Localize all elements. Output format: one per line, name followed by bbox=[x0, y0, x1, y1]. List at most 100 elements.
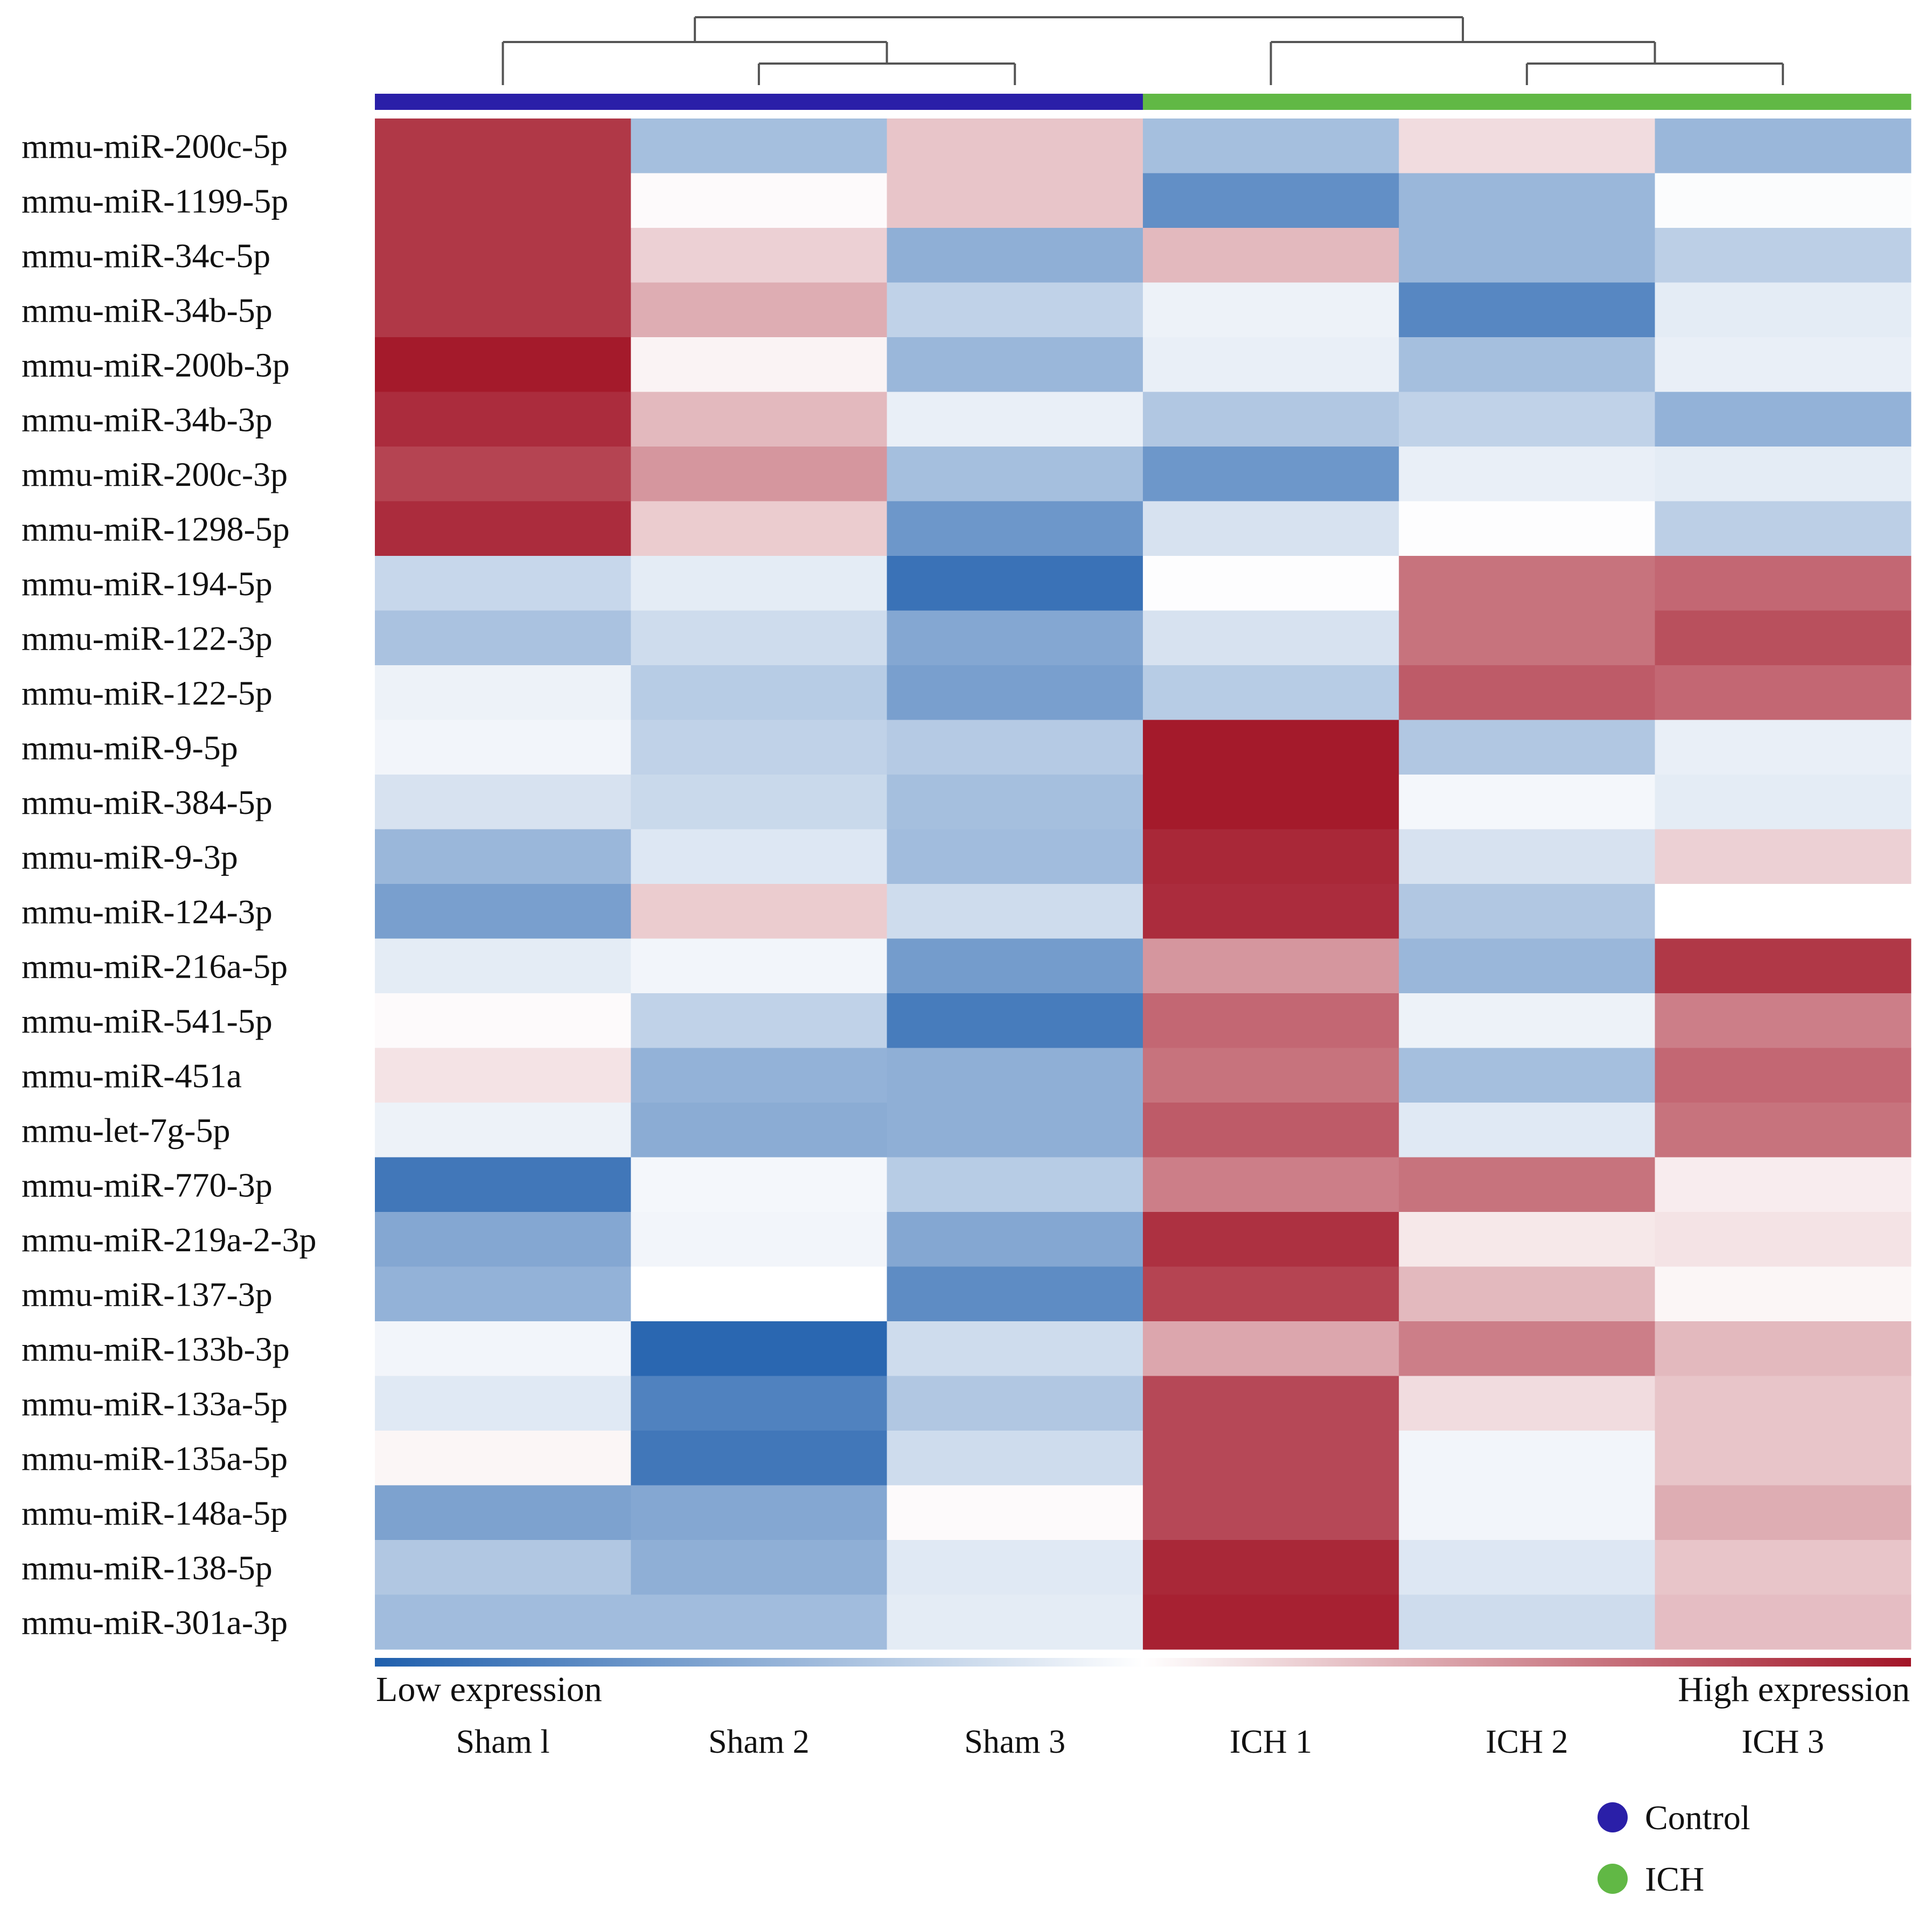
column-label: ICH 3 bbox=[1742, 1724, 1824, 1760]
heatmap-cell bbox=[631, 173, 888, 228]
heatmap-cell bbox=[631, 1431, 888, 1486]
column-label: ICH 1 bbox=[1230, 1724, 1312, 1760]
heatmap-cell bbox=[887, 447, 1143, 502]
heatmap-cells bbox=[375, 118, 1912, 1650]
heatmap-cell bbox=[1142, 610, 1399, 666]
legend-label: Control bbox=[1645, 1799, 1750, 1837]
row-label: mmu-miR-200c-5p bbox=[22, 127, 288, 165]
heatmap-cell bbox=[887, 1485, 1143, 1540]
row-label: mmu-miR-34c-5p bbox=[22, 236, 270, 275]
heatmap-cell bbox=[1399, 1157, 1656, 1212]
heatmap-cell bbox=[1655, 447, 1912, 502]
heatmap-cell bbox=[375, 775, 631, 830]
heatmap-cell bbox=[1655, 665, 1912, 721]
heatmap-cell bbox=[1399, 1103, 1656, 1158]
heatmap-cell bbox=[1142, 665, 1399, 721]
row-label: mmu-miR-1199-5p bbox=[22, 182, 288, 220]
group-bar-segment bbox=[1655, 94, 1912, 110]
heatmap-cell bbox=[375, 1266, 631, 1322]
heatmap-cell bbox=[1655, 1540, 1912, 1595]
heatmap-cell bbox=[631, 447, 888, 502]
heatmap-cell bbox=[1655, 1212, 1912, 1267]
heatmap-cell bbox=[1142, 829, 1399, 884]
heatmap-cell bbox=[1142, 993, 1399, 1049]
row-label: mmu-let-7g-5p bbox=[22, 1111, 230, 1149]
heatmap-cell bbox=[375, 337, 631, 393]
heatmap-cell bbox=[1655, 1485, 1912, 1540]
row-label: mmu-miR-34b-3p bbox=[22, 400, 273, 438]
heatmap-cell bbox=[1399, 556, 1656, 611]
heatmap-cell bbox=[887, 665, 1143, 721]
heatmap-cell bbox=[1655, 337, 1912, 393]
heatmap-cell bbox=[631, 1212, 888, 1267]
heatmap-cell bbox=[1399, 173, 1656, 228]
heatmap-cell bbox=[375, 282, 631, 338]
heatmap-cell bbox=[375, 610, 631, 666]
heatmap-cell bbox=[1399, 1048, 1656, 1103]
row-label: mmu-miR-133a-5p bbox=[22, 1384, 288, 1423]
heatmap-cell bbox=[631, 1485, 888, 1540]
column-label: Sham 3 bbox=[964, 1724, 1065, 1760]
heatmap-cell bbox=[631, 938, 888, 994]
column-label: ICH 2 bbox=[1485, 1724, 1568, 1760]
heatmap-cell bbox=[887, 775, 1143, 830]
heatmap-cell bbox=[375, 392, 631, 447]
heatmap-cell bbox=[1399, 282, 1656, 338]
heatmap-cell bbox=[375, 118, 631, 174]
heatmap-cell bbox=[1655, 1157, 1912, 1212]
heatmap-cell bbox=[1655, 173, 1912, 228]
heatmap-cell bbox=[1399, 938, 1656, 994]
heatmap-cell bbox=[887, 228, 1143, 283]
heatmap-cell bbox=[887, 173, 1143, 228]
row-label: mmu-miR-194-5p bbox=[22, 564, 273, 603]
heatmap-cell bbox=[1142, 118, 1399, 174]
heatmap-cell bbox=[887, 610, 1143, 666]
heatmap-cell bbox=[1399, 884, 1656, 939]
heatmap-cell bbox=[1655, 938, 1912, 994]
heatmap-cell bbox=[375, 1157, 631, 1212]
heatmap-cell bbox=[631, 1594, 888, 1650]
high-expression-label: High expression bbox=[1678, 1670, 1910, 1709]
heatmap-cell bbox=[375, 720, 631, 775]
heatmap-cell bbox=[1142, 1103, 1399, 1158]
heatmap-cell bbox=[1399, 993, 1656, 1049]
heatmap-cell bbox=[375, 938, 631, 994]
heatmap-cell bbox=[887, 337, 1143, 393]
row-label: mmu-miR-124-3p bbox=[22, 893, 273, 931]
heatmap-cell bbox=[1399, 829, 1656, 884]
heatmap-cell bbox=[631, 556, 888, 611]
heatmap-cell bbox=[375, 1540, 631, 1595]
heatmap-cell bbox=[1142, 1048, 1399, 1103]
heatmap-cell bbox=[887, 1540, 1143, 1595]
heatmap-cell bbox=[1655, 1376, 1912, 1431]
heatmap-cell bbox=[887, 556, 1143, 611]
color-scale-bar: Low expression High expression bbox=[375, 1658, 1911, 1709]
row-label: mmu-miR-216a-5p bbox=[22, 947, 288, 985]
heatmap-cell bbox=[1655, 610, 1912, 666]
heatmap-cell bbox=[631, 1103, 888, 1158]
heatmap-cell bbox=[1399, 1594, 1656, 1650]
heatmap-cell bbox=[1142, 1376, 1399, 1431]
heatmap-cell bbox=[1142, 1266, 1399, 1322]
heatmap-cell bbox=[1399, 1376, 1656, 1431]
heatmap-cell bbox=[1399, 447, 1656, 502]
heatmap-cell bbox=[1142, 1321, 1399, 1377]
heatmap-cell bbox=[1655, 1266, 1912, 1322]
row-label: mmu-miR-770-3p bbox=[22, 1166, 273, 1204]
heatmap-cell bbox=[1655, 1048, 1912, 1103]
row-label: mmu-miR-200b-3p bbox=[22, 346, 290, 384]
heatmap-cell bbox=[631, 993, 888, 1049]
legend-marker bbox=[1598, 1802, 1628, 1832]
row-label: mmu-miR-541-5p bbox=[22, 1002, 273, 1040]
heatmap-cell bbox=[1142, 392, 1399, 447]
row-label: mmu-miR-133b-3p bbox=[22, 1330, 290, 1368]
heatmap-cell bbox=[1399, 775, 1656, 830]
heatmap-cell bbox=[631, 829, 888, 884]
heatmap-cell bbox=[631, 118, 888, 174]
heatmap-cell bbox=[1399, 1212, 1656, 1267]
heatmap-cell bbox=[375, 1431, 631, 1486]
heatmap-cell bbox=[375, 1103, 631, 1158]
group-bar-segment bbox=[375, 94, 631, 110]
row-label: mmu-miR-148a-5p bbox=[22, 1494, 288, 1532]
